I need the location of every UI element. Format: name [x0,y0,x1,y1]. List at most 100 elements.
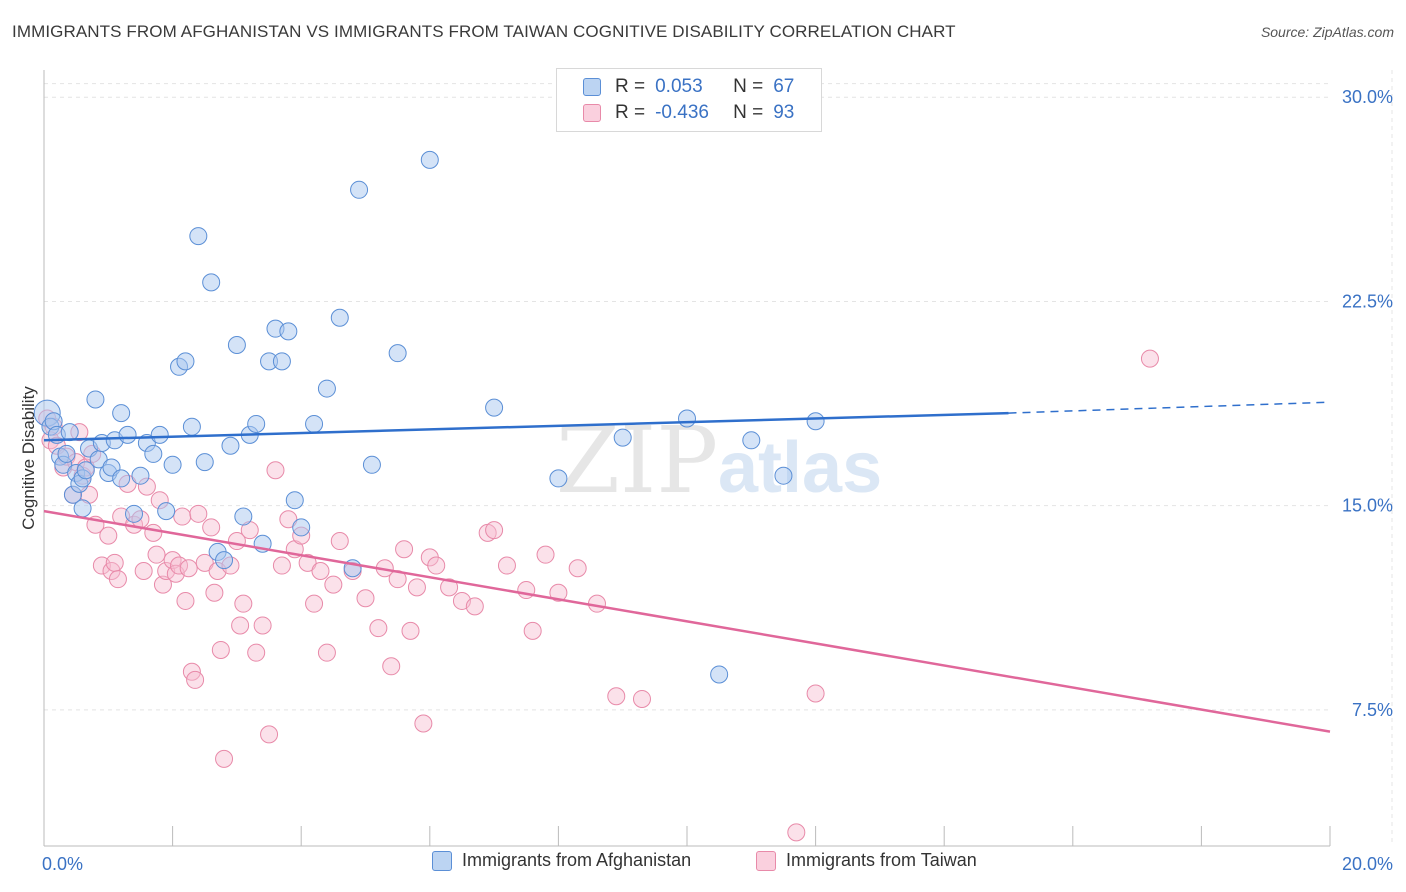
afghanistan-trend-line-extension [1008,401,1331,414]
legend-swatch-taiwan [583,104,601,122]
y-tick-label: 22.5% [1342,291,1393,311]
taiwan-point [401,621,420,640]
source-label: Source: ZipAtlas.com [1260,24,1394,40]
taiwan-point [205,583,224,602]
legend-row-afghanistan: R = 0.053 N = 67 [583,75,794,99]
legend-swatch-afghanistan [583,78,601,96]
taiwan-point [279,510,298,529]
bottom-legend-afghanistan: Immigrants from Afghanistan [432,850,691,871]
bottom-legend-swatch-afghanistan [432,850,452,871]
bottom-legend: Immigrants from Afghanistan Immigrants f… [0,850,1406,878]
taiwan-point [247,643,266,662]
legend: R = 0.053 N = 67 R = -0.436 N = 93 [556,68,822,132]
x-tick-label: 20.0% [1342,854,1393,874]
afghanistan-point [285,491,304,510]
legend-r-label: R = [615,76,646,97]
taiwan-point [134,561,153,580]
taiwan-point [607,687,626,706]
taiwan-point [568,559,587,578]
taiwan-point [427,556,446,575]
afghanistan-point [292,518,311,537]
watermark: ZIP atlas [556,407,882,514]
legend-row-taiwan: R = -0.436 N = 93 [583,101,794,125]
afghanistan-point [350,180,369,199]
afghanistan-point [330,308,349,327]
taiwan-point [253,616,272,635]
taiwan-point [202,518,221,537]
bottom-legend-swatch-taiwan [756,850,776,871]
legend-r-value: 0.053 [655,76,703,97]
taiwan-point [234,594,253,613]
afghanistan-point [118,425,137,444]
taiwan-point [787,823,806,842]
afghanistan-point [112,469,131,488]
trend-lines [43,401,1331,733]
x-tick-label: 0.0% [42,854,83,874]
afghanistan-point [549,469,568,488]
taiwan-point [311,561,330,580]
afghanistan-point [388,344,407,363]
taiwan-point [369,619,388,638]
afghanistan-point [163,455,182,474]
afghanistan-point [317,379,336,398]
afghanistan-point [221,436,240,455]
taiwan-point [260,725,279,744]
afghanistan-point [227,336,246,355]
taiwan-point [485,521,504,540]
taiwan-point [179,559,198,578]
taiwan-point [108,570,127,589]
afghanistan-point [272,352,291,371]
legend-n-value: 93 [773,102,795,123]
taiwan-point [195,553,214,572]
taiwan-point [356,589,375,608]
afghanistan-point [182,417,201,436]
afghanistan-point [131,466,150,485]
taiwan-point [305,594,324,613]
legend-n-label: N = [733,76,764,97]
afghanistan-point [202,273,221,292]
afghanistan-point [189,227,208,246]
taiwan-point [215,749,234,768]
series-taiwan-points [38,349,1159,842]
afghanistan-point [678,409,696,428]
afghanistan-point [485,398,504,417]
afghanistan-point [247,414,266,433]
taiwan-point [173,507,192,526]
afghanistan-point [157,502,176,521]
afghanistan-point [112,404,131,423]
afghanistan-point [125,504,144,523]
taiwan-point [153,575,172,594]
taiwan-point [1140,349,1159,368]
legend-n-label: N = [733,102,764,123]
legend-n-value: 67 [773,76,795,97]
afghanistan-point [195,453,214,472]
taiwan-point [324,575,343,594]
taiwan-point [382,657,401,676]
legend-r-value: -0.436 [655,102,709,123]
afghanistan-point [73,499,92,518]
bottom-legend-label-afghanistan: Immigrants from Afghanistan [462,850,692,870]
afghanistan-point [215,551,234,570]
taiwan-point [99,526,118,545]
taiwan-point [523,621,542,640]
afghanistan-point [76,461,95,480]
taiwan-point [632,689,651,708]
taiwan-trend-line [43,509,1331,733]
afghanistan-point [305,414,324,433]
afghanistan-point [613,428,632,447]
y-tick-label: 7.5% [1352,700,1393,720]
afghanistan-point [57,444,76,463]
taiwan-point [414,714,433,733]
taiwan-point [806,684,825,703]
bottom-legend-taiwan: Immigrants from Taiwan [756,850,977,871]
afghanistan-point [60,423,79,442]
afghanistan-point [150,425,169,444]
taiwan-point [266,461,285,480]
afghanistan-point [742,431,761,450]
taiwan-point [144,523,163,542]
afghanistan-point [420,150,439,169]
afghanistan-point [362,455,381,474]
taiwan-point [147,545,166,564]
afghanistan-trend-line [43,411,1009,442]
afghanistan-point [176,352,195,371]
